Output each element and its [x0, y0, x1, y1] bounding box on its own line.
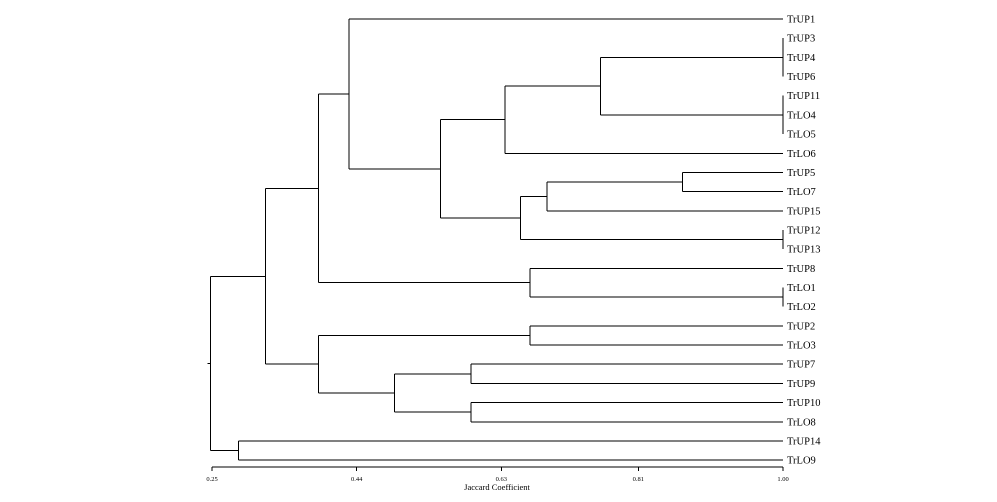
leaf-label: TrLO1 — [787, 283, 816, 294]
leaf-label: TrLO2 — [787, 302, 816, 313]
leaf-label: TrLO4 — [787, 110, 817, 121]
leaf-label: TrUP6 — [787, 72, 815, 83]
leaf-label: TrUP8 — [787, 264, 815, 275]
tick-label: 0.63 — [496, 476, 507, 483]
leaf-label: TrUP13 — [787, 245, 820, 256]
leaf-label: TrUP10 — [787, 398, 820, 409]
leaf-label: TrUP11 — [787, 91, 820, 102]
leaf-label: TrUP7 — [787, 360, 815, 371]
leaf-label: TrLO5 — [787, 130, 816, 141]
tick-label: 1.00 — [777, 476, 788, 483]
leaf-label: TrUP5 — [787, 168, 815, 179]
tick-label: 0.81 — [633, 476, 644, 483]
x-axis: 0.25 0.44 0.63 0.81 1.00 — [206, 466, 789, 483]
leaf-label: TrUP3 — [787, 34, 815, 45]
dendrogram-branches — [207, 18, 784, 461]
axis-title: Jaccard Coefficient — [464, 482, 530, 492]
leaf-label: TrLO7 — [787, 187, 816, 198]
leaf-label: TrUP14 — [787, 436, 821, 447]
leaf-label: TrUP9 — [787, 379, 815, 390]
leaf-label: TrLO9 — [787, 456, 816, 467]
leaf-labels: TrUP1 TrUP3 TrUP4 TrUP6 TrUP11 TrLO4 TrLO5 TrLO… — [787, 15, 821, 467]
leaf-label: TrLO6 — [787, 149, 816, 160]
leaf-label: TrUP12 — [787, 225, 820, 236]
leaf-label: TrUP1 — [787, 15, 815, 26]
leaf-label: TrUP15 — [787, 206, 820, 217]
leaf-label: TrLO8 — [787, 417, 816, 428]
tick-label: 0.44 — [351, 476, 363, 483]
tick-label: 0.25 — [206, 476, 217, 483]
leaf-label: TrUP2 — [787, 321, 815, 332]
leaf-label: TrUP4 — [787, 53, 816, 64]
leaf-label: TrLO3 — [787, 341, 816, 352]
